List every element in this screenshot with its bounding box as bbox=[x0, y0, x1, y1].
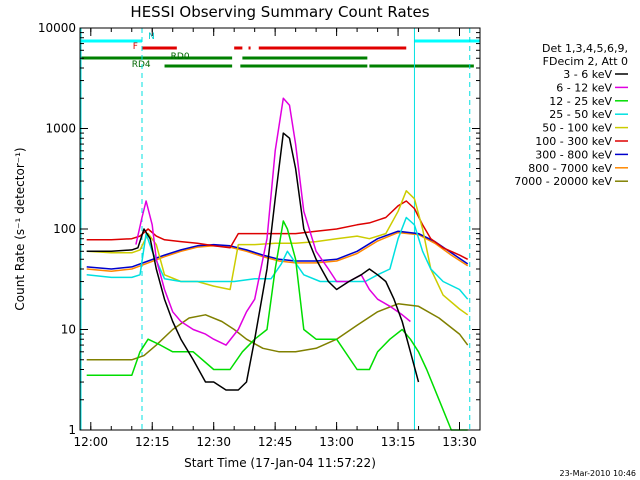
legend-header-line-1: Det 1,3,4,5,6,9, bbox=[542, 42, 628, 55]
chart-title: HESSI Observing Summary Count Rates bbox=[130, 3, 429, 21]
y-tick-label: 10000 bbox=[38, 21, 76, 35]
x-tick-label: 13:15 bbox=[381, 435, 416, 449]
legend-label: 6 - 12 keV bbox=[556, 81, 612, 94]
series-line bbox=[86, 303, 469, 361]
y-tick-label: 1 bbox=[68, 423, 76, 437]
legend: Det 1,3,4,5,6,9, FDecim 2, Att 0 3 - 6 k… bbox=[514, 42, 628, 188]
flag-label-rd0: RD0 bbox=[171, 52, 190, 62]
footer-date: 23-Mar-2010 10:46 bbox=[560, 469, 637, 478]
legend-label: 100 - 300 keV bbox=[535, 135, 612, 148]
y-tick-label: 1000 bbox=[45, 122, 76, 136]
x-tick-label: 12:15 bbox=[135, 435, 170, 449]
series-line bbox=[86, 190, 469, 316]
legend-label: 300 - 800 keV bbox=[535, 148, 612, 161]
series-line bbox=[86, 132, 420, 391]
y-axis-label: Count Rate (s⁻¹ detector⁻¹) bbox=[13, 147, 27, 310]
vertical-markers bbox=[80, 28, 471, 430]
legend-header-line-2: FDecim 2, Att 0 bbox=[543, 55, 628, 68]
y-tick-label: 10 bbox=[61, 323, 76, 337]
legend-label: 3 - 6 keV bbox=[563, 68, 612, 81]
x-axis-label: Start Time (17-Jan-04 11:57:22) bbox=[184, 456, 376, 470]
x-tick-label: 13:30 bbox=[442, 435, 477, 449]
flag-label-f: F bbox=[133, 42, 138, 52]
legend-label: 25 - 50 keV bbox=[549, 108, 612, 121]
legend-label: 800 - 7000 keV bbox=[528, 162, 612, 175]
x-tick-label: 12:30 bbox=[196, 435, 231, 449]
x-tick-label: 12:45 bbox=[258, 435, 293, 449]
x-tick-label: 13:00 bbox=[319, 435, 354, 449]
status-flags: NF RD0 RD4 bbox=[80, 32, 480, 70]
flag-label-n: N bbox=[148, 32, 155, 42]
x-axis-ticks: 12:00 12:15 12:30 12:45 13:00 13:15 13:30 bbox=[73, 28, 481, 449]
legend-label: 50 - 100 keV bbox=[542, 122, 612, 135]
series-layer bbox=[86, 97, 469, 431]
legend-label: 12 - 25 keV bbox=[549, 95, 612, 108]
flag-label-rd4: RD4 bbox=[132, 60, 151, 70]
y-tick-label: 100 bbox=[53, 222, 76, 236]
series-line bbox=[86, 220, 468, 431]
y-axis-ticks: 1 10 100 1000 10000 bbox=[38, 21, 480, 437]
legend-label: 7000 - 20000 keV bbox=[514, 175, 612, 188]
x-tick-label: 12:00 bbox=[73, 435, 108, 449]
